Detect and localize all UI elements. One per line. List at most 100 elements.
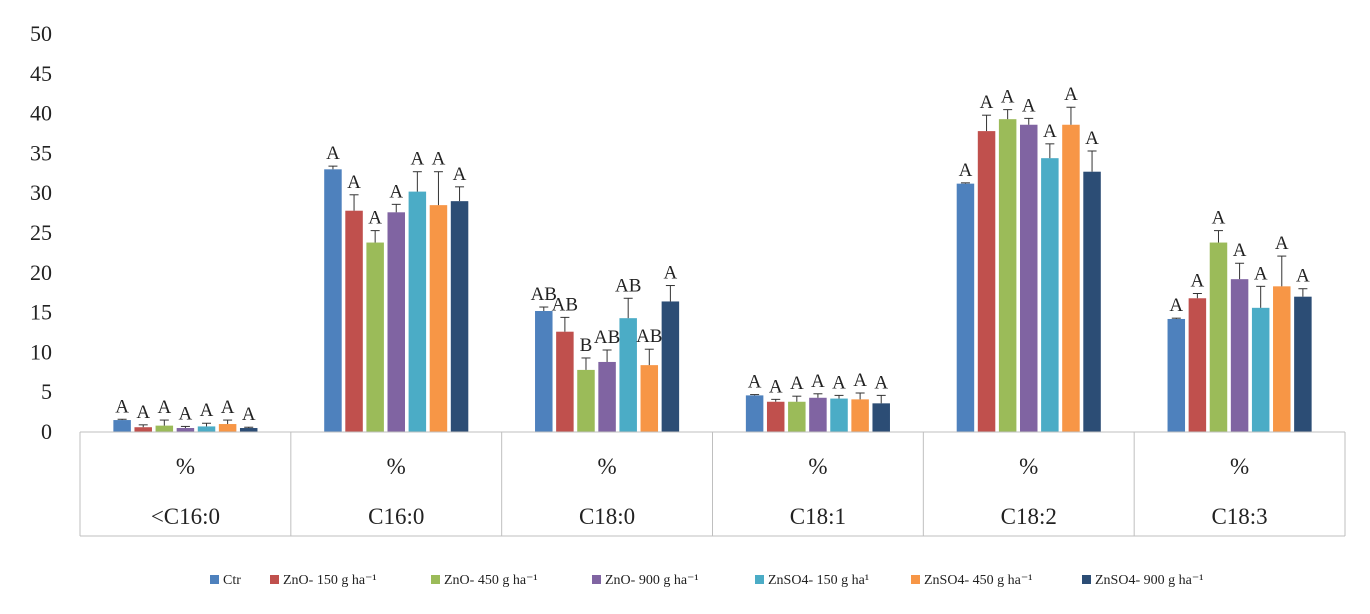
significance-label: A — [200, 400, 214, 421]
bar — [535, 311, 553, 432]
bar — [1041, 158, 1059, 432]
significance-label: A — [1212, 208, 1226, 229]
legend-swatch — [1082, 575, 1091, 584]
significance-label: AB — [594, 327, 620, 348]
bar — [788, 401, 806, 432]
bar — [197, 426, 216, 432]
bar — [1209, 242, 1228, 432]
significance-label: A — [1254, 263, 1268, 284]
bar — [134, 427, 152, 432]
y-tick-label: 0 — [41, 419, 52, 444]
bar — [1273, 286, 1291, 432]
significance-label: A — [368, 208, 382, 229]
significance-label: A — [157, 397, 171, 418]
bar — [1230, 279, 1249, 432]
y-tick-label: 20 — [30, 260, 52, 285]
bar — [556, 331, 574, 432]
bar — [387, 212, 405, 432]
bar — [324, 169, 342, 432]
bar — [155, 425, 174, 432]
legend-swatch — [270, 575, 279, 584]
bar — [745, 395, 764, 432]
significance-label: A — [1064, 84, 1078, 105]
y-tick-label: 45 — [30, 61, 52, 86]
significance-label: A — [664, 263, 678, 284]
significance-label: A — [980, 92, 994, 113]
legend-label: Ctr — [223, 573, 241, 588]
bar — [113, 420, 131, 432]
legend-swatch — [911, 575, 920, 584]
y-tick-label: 30 — [30, 180, 52, 205]
legend-item: ZnSO4- 150 g ha¹ — [755, 573, 869, 588]
bar — [619, 318, 637, 432]
significance-label: A — [1169, 295, 1183, 316]
significance-label: A — [326, 143, 340, 164]
legend-swatch — [755, 575, 764, 584]
significance-label: A — [769, 376, 783, 397]
bar — [956, 183, 975, 432]
category-label: <C16:0 — [151, 504, 220, 529]
legend-swatch — [592, 575, 601, 584]
significance-label: A — [811, 371, 825, 392]
unit-label: % — [176, 454, 195, 479]
significance-label: A — [136, 402, 150, 423]
legend: Ctr ZnO- 150 g ha⁻¹ ZnO- 450 g ha⁻¹ ZnO- 90… — [210, 573, 1203, 588]
unit-label: % — [597, 454, 616, 479]
legend-label: ZnSO4- 900 g ha⁻¹ — [1095, 573, 1203, 588]
legend-item: ZnO- 450 g ha⁻¹ — [431, 573, 538, 588]
legend-swatch — [210, 575, 219, 584]
significance-label: AB — [531, 284, 557, 305]
bar — [1020, 124, 1038, 432]
significance-label: B — [580, 335, 593, 356]
bar — [766, 401, 785, 432]
significance-label: A — [432, 149, 446, 170]
significance-label: A — [410, 149, 424, 170]
significance-label: AB — [552, 294, 578, 315]
legend-swatch — [431, 575, 440, 584]
bar — [598, 361, 616, 432]
significance-label: A — [853, 370, 867, 391]
bar — [408, 191, 427, 432]
y-axis: 0 5 10 15 20 25 30 35 40 45 50 — [30, 21, 52, 444]
plot-area: AAABAAAAAABAAAAABAAAAAABAAAAAABAAAAAABAA… — [113, 84, 1312, 432]
y-tick-label: 15 — [30, 300, 52, 325]
significance-label: A — [1085, 128, 1099, 149]
category-label: C16:0 — [368, 504, 424, 529]
bar — [450, 201, 469, 432]
significance-label: A — [832, 372, 846, 393]
significance-label: A — [1001, 87, 1015, 108]
bar — [577, 369, 595, 432]
significance-label: A — [790, 373, 804, 394]
significance-label: A — [874, 372, 888, 393]
significance-label: A — [748, 372, 762, 393]
bar — [1188, 298, 1207, 432]
legend-label: ZnO- 450 g ha⁻¹ — [444, 573, 538, 588]
significance-label: A — [1296, 266, 1310, 287]
significance-label: AB — [636, 326, 662, 347]
legend-item: ZnSO4- 450 g ha⁻¹ — [911, 573, 1032, 588]
bar — [977, 131, 996, 432]
category-label: C18:0 — [579, 504, 635, 529]
unit-label: % — [387, 454, 406, 479]
significance-label: A — [242, 404, 256, 425]
bar — [661, 301, 680, 432]
bar — [429, 205, 448, 432]
legend-label: ZnSO4- 150 g ha¹ — [768, 573, 869, 588]
y-tick-label: 50 — [30, 21, 52, 46]
y-tick-label: 25 — [30, 220, 52, 245]
y-tick-label: 10 — [30, 339, 52, 364]
bar — [1062, 124, 1080, 432]
y-tick-label: 35 — [30, 140, 52, 165]
legend-label: ZnSO4- 450 g ha⁻¹ — [924, 573, 1032, 588]
bar — [1083, 171, 1101, 432]
bar — [1294, 296, 1312, 432]
legend-item: ZnSO4- 900 g ha⁻¹ — [1082, 573, 1203, 588]
y-tick-label: 40 — [30, 101, 52, 126]
legend-item: ZnO- 900 g ha⁻¹ — [592, 573, 699, 588]
significance-label: A — [453, 164, 467, 185]
category-label: C18:2 — [1001, 504, 1057, 529]
y-tick-label: 5 — [41, 379, 52, 404]
significance-label: AB — [615, 275, 641, 296]
legend-item: Ctr — [210, 573, 241, 588]
